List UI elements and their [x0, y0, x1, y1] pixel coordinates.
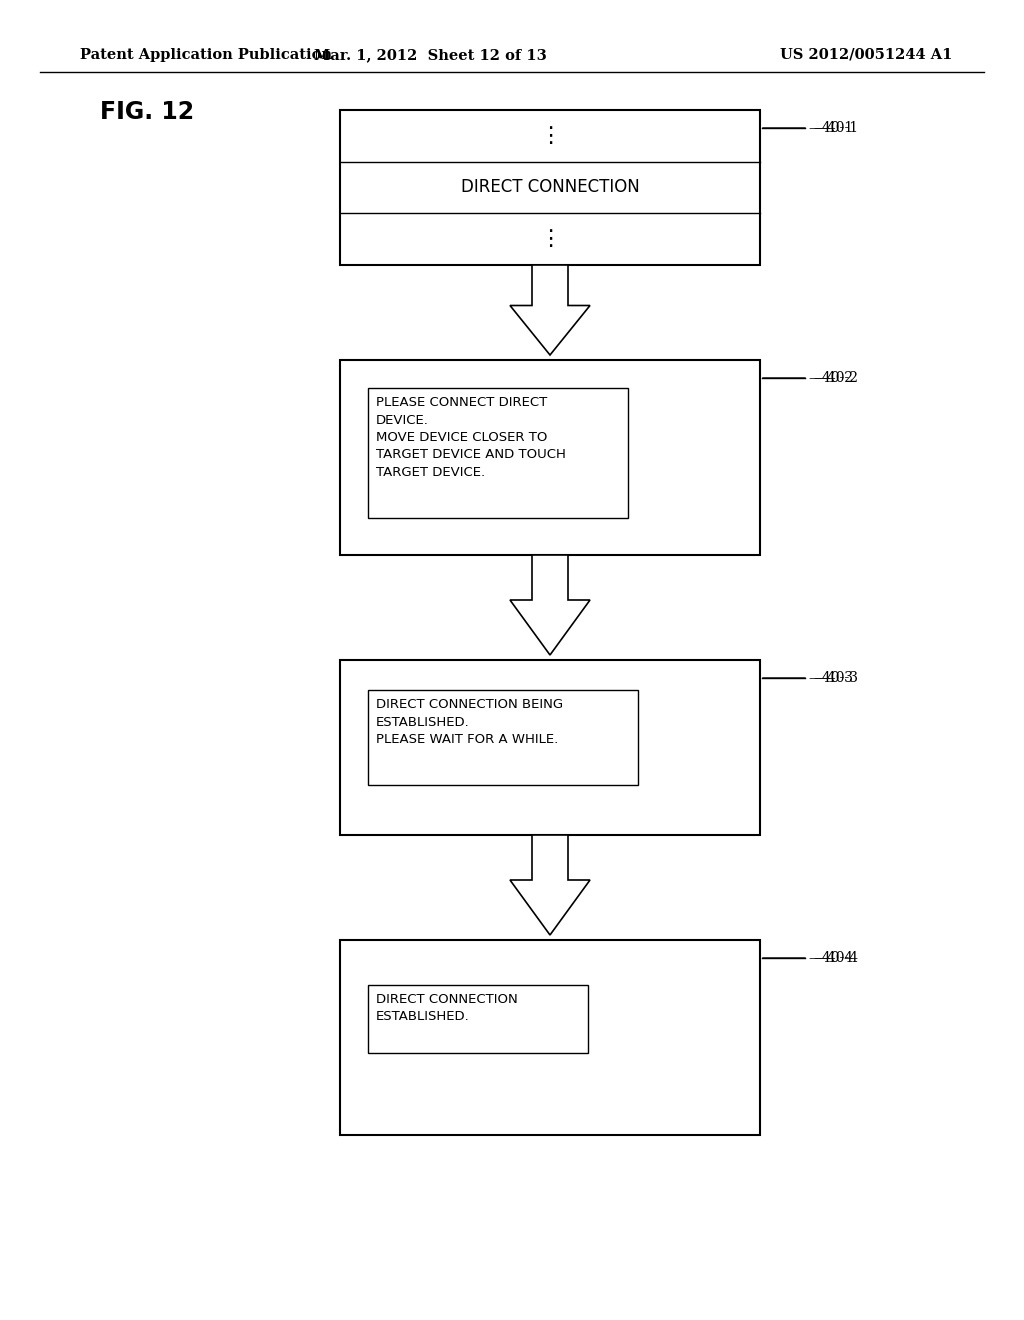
Text: —40-3: —40-3: [808, 671, 853, 685]
Polygon shape: [510, 836, 590, 935]
Polygon shape: [510, 554, 590, 655]
Bar: [368, 690, 638, 785]
Bar: [340, 660, 760, 836]
Text: —40-1: —40-1: [808, 121, 853, 135]
Text: —40-4: —40-4: [813, 950, 858, 965]
Bar: [340, 110, 760, 265]
Bar: [340, 360, 760, 554]
Bar: [368, 985, 588, 1053]
Text: —40-2: —40-2: [813, 371, 858, 385]
Text: Patent Application Publication: Patent Application Publication: [80, 48, 332, 62]
Text: DIRECT CONNECTION
ESTABLISHED.: DIRECT CONNECTION ESTABLISHED.: [376, 993, 518, 1023]
Text: —40-4: —40-4: [808, 950, 853, 965]
Polygon shape: [510, 265, 590, 355]
Text: FIG. 12: FIG. 12: [100, 100, 195, 124]
Text: ⋮: ⋮: [539, 230, 561, 249]
Text: DIRECT CONNECTION BEING
ESTABLISHED.
PLEASE WAIT FOR A WHILE.: DIRECT CONNECTION BEING ESTABLISHED. PLE…: [376, 698, 563, 746]
Text: ⋮: ⋮: [539, 125, 561, 145]
Text: US 2012/0051244 A1: US 2012/0051244 A1: [780, 48, 952, 62]
Text: Mar. 1, 2012  Sheet 12 of 13: Mar. 1, 2012 Sheet 12 of 13: [313, 48, 547, 62]
Text: PLEASE CONNECT DIRECT
DEVICE.
MOVE DEVICE CLOSER TO
TARGET DEVICE AND TOUCH
TARG: PLEASE CONNECT DIRECT DEVICE. MOVE DEVIC…: [376, 396, 566, 479]
Text: —40-1: —40-1: [813, 121, 858, 135]
Text: DIRECT CONNECTION: DIRECT CONNECTION: [461, 178, 639, 197]
Bar: [340, 940, 760, 1135]
Text: —40-2: —40-2: [808, 371, 853, 385]
Text: —40-3: —40-3: [813, 671, 858, 685]
Bar: [368, 388, 628, 517]
